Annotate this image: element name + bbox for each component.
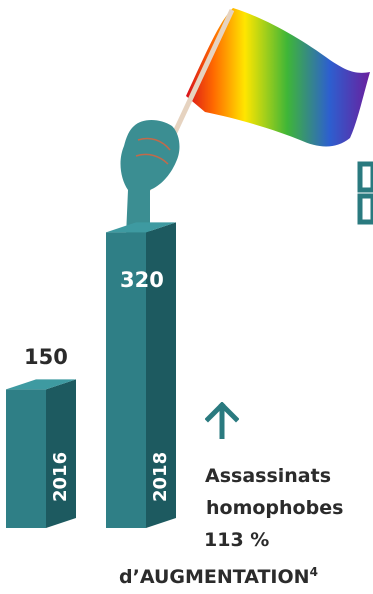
caption-line-4: d’AUGMENTATION4 bbox=[119, 560, 318, 590]
caption-line-3: 113 % bbox=[204, 529, 270, 551]
bar-2018-top bbox=[106, 222, 176, 233]
bar-2018-side bbox=[146, 222, 176, 528]
hand-icon bbox=[120, 120, 180, 236]
caption-line-1: Assassinats bbox=[205, 465, 332, 487]
bar-2016-top bbox=[6, 379, 76, 390]
up-arrow-icon bbox=[205, 402, 239, 439]
rainbow-flag-icon bbox=[186, 8, 370, 147]
caption-line-2: homophobes bbox=[206, 497, 344, 519]
bars-group bbox=[6, 222, 176, 528]
cropped-heading-fragment bbox=[357, 161, 373, 225]
data-label-2018: 320 bbox=[120, 268, 164, 293]
caption-line-4-text: d’AUGMENTATION bbox=[119, 566, 310, 588]
category-label-2018: 2018 bbox=[150, 451, 171, 502]
category-label-2016: 2016 bbox=[50, 451, 71, 502]
footnote-marker: 4 bbox=[309, 565, 318, 579]
bar-2016-front bbox=[6, 389, 46, 528]
bar-2018-front bbox=[106, 232, 146, 528]
data-label-2016: 150 bbox=[24, 345, 68, 370]
bar-2016-side bbox=[46, 379, 76, 528]
